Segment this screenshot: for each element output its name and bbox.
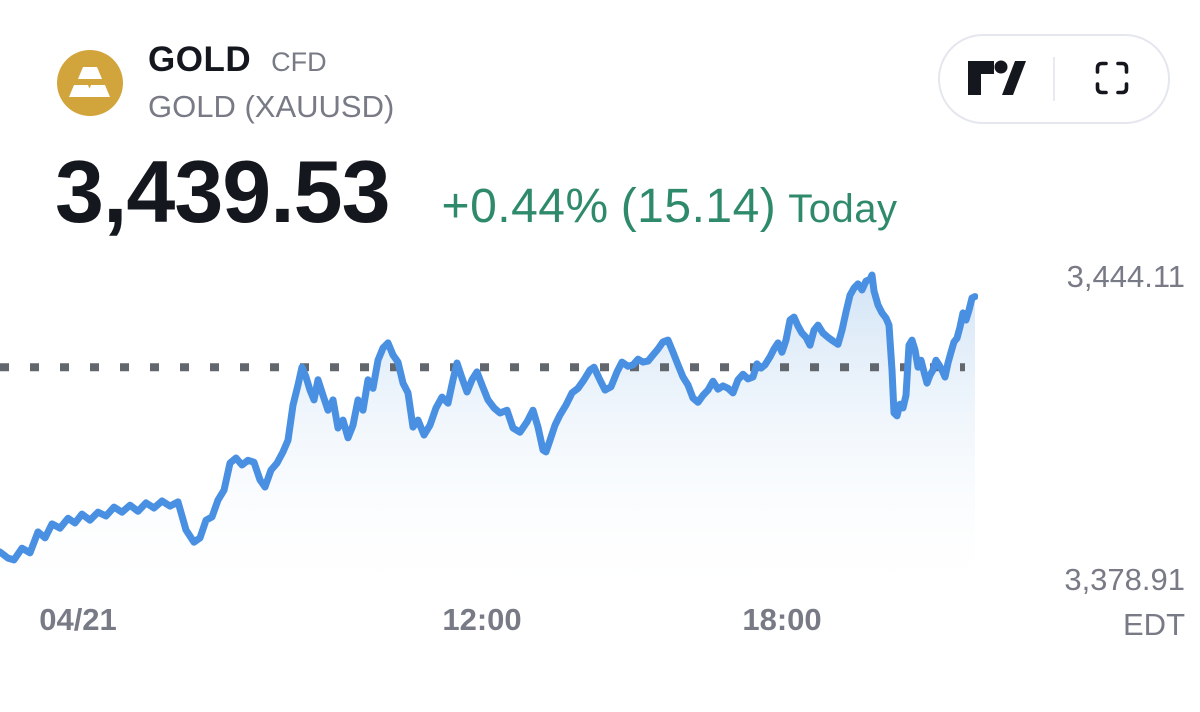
symbol-header: GOLD CFD GOLD (XAUUSD) xyxy=(57,40,394,125)
x-axis-tick: 12:00 xyxy=(442,602,522,637)
fullscreen-button[interactable] xyxy=(1076,43,1148,115)
gold-bars-icon xyxy=(57,49,123,116)
symbol-description: GOLD (XAUUSD) xyxy=(148,89,395,124)
widget-toolbar xyxy=(938,34,1170,124)
change-absolute: (15.14) xyxy=(620,180,777,233)
x-axis-tick: 04/21 xyxy=(39,602,117,637)
price-change: +0.44% (15.14) Today xyxy=(442,179,898,234)
market-type-badge: CFD xyxy=(271,47,327,77)
timezone-label: EDT xyxy=(1123,607,1185,642)
last-price: 3,439.53 xyxy=(55,142,391,241)
change-period: Today xyxy=(788,187,898,231)
y-axis-high-label: 3,444.11 xyxy=(1066,259,1185,294)
symbol-name: GOLD xyxy=(148,40,252,79)
tradingview-logo-button[interactable] xyxy=(961,43,1033,115)
change-percent: +0.44% xyxy=(441,180,609,233)
quote-row: 3,439.53 +0.44% (15.14) Today xyxy=(55,148,898,236)
y-axis-low-label: 3,378.91 xyxy=(1064,562,1185,597)
x-axis: 04/21 12:00 18:00 xyxy=(0,602,978,642)
x-axis-tick: 18:00 xyxy=(742,602,822,637)
toolbar-divider xyxy=(1053,57,1055,101)
price-line xyxy=(0,271,978,564)
tradingview-logo-icon xyxy=(967,60,1026,99)
chart-area[interactable] xyxy=(0,248,978,608)
chart-area-fill xyxy=(0,275,975,600)
fullscreen-icon xyxy=(1094,60,1130,99)
